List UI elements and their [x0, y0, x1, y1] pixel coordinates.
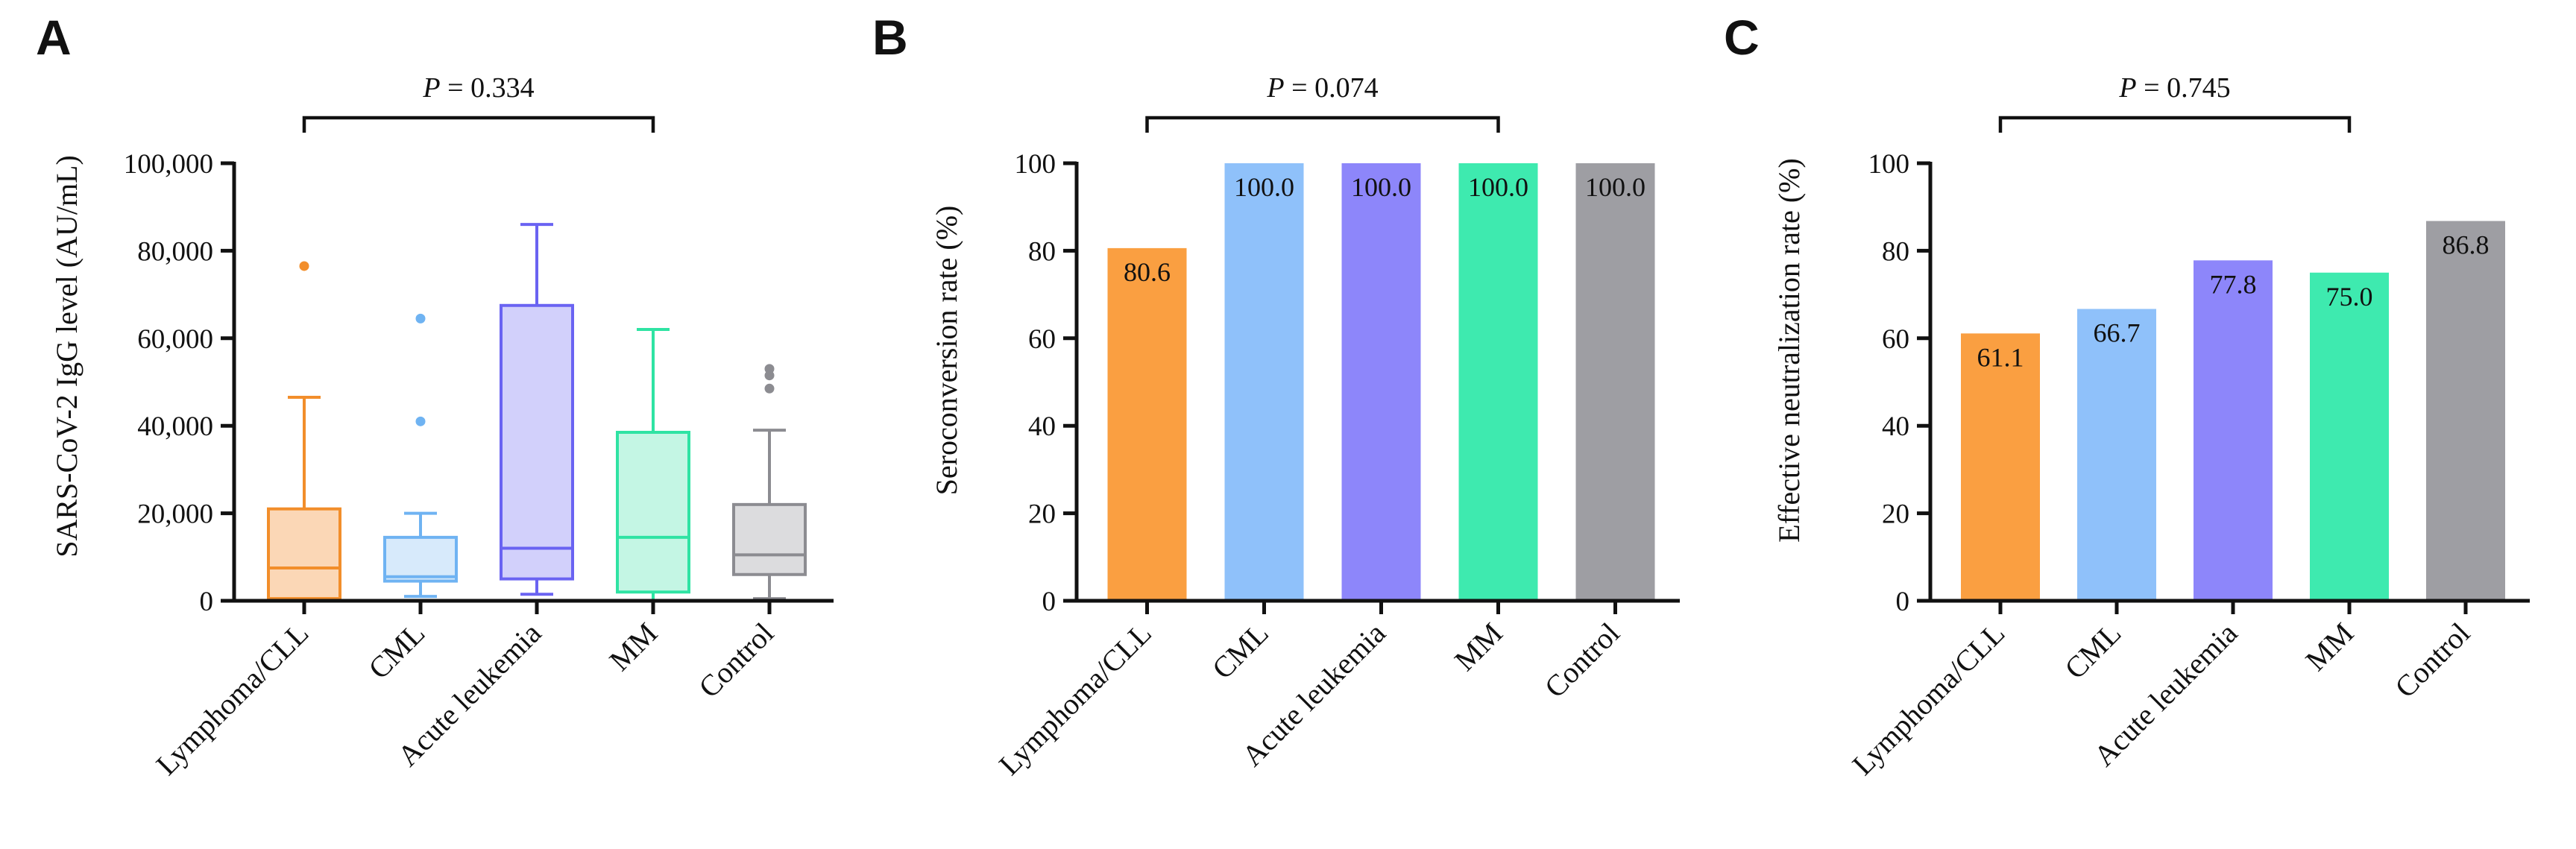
panel-letter-c: C	[1724, 10, 1760, 65]
y-tick-label: 60,000	[137, 324, 213, 355]
p-value-label: P = 0.745	[2118, 72, 2230, 104]
panel-letter-b: B	[872, 10, 908, 65]
y-tick-label: 80	[1028, 236, 1056, 267]
outlier-point-lymphoma-cll	[299, 261, 309, 271]
y-tick-label: 100	[1868, 149, 1910, 180]
y-tick-label: 40	[1028, 411, 1056, 442]
significance-bracket	[302, 116, 655, 133]
y-tick-label: 60	[1028, 324, 1056, 355]
box-control	[732, 502, 807, 576]
y-tick-label: 100	[1015, 149, 1056, 180]
data-label-control: 86.8	[2443, 230, 2490, 259]
bar-control	[2426, 221, 2505, 601]
data-label-lymphoma-cll: 80.6	[1124, 257, 1171, 287]
p-value: = 0.745	[2137, 72, 2231, 104]
panel-a-y-axis-title: SARS-CoV-2 IgG level (AU/mL)	[50, 155, 84, 558]
data-label-acute-leukemia: 77.8	[2210, 269, 2257, 299]
panel-letter-a: A	[36, 10, 72, 65]
p-value: = 0.334	[441, 72, 535, 104]
data-label-cml: 66.7	[2094, 318, 2141, 347]
outlier-point-control	[764, 364, 775, 374]
bar-cml	[2077, 309, 2156, 601]
y-tick-label: 20	[1028, 499, 1056, 530]
p-value: = 0.074	[1285, 72, 1379, 104]
p-symbol: P	[2118, 72, 2136, 104]
panel-b-y-axis-title: Seroconversion rate (%)	[930, 206, 963, 496]
y-tick-label: 100,000	[124, 149, 213, 180]
box-cml	[383, 535, 458, 583]
y-tick-label: 20,000	[137, 499, 213, 530]
y-tick-label: 0	[1896, 587, 1910, 617]
p-symbol: P	[1266, 72, 1284, 104]
data-label-control: 100.0	[1585, 172, 1646, 202]
bar-control	[1575, 163, 1655, 601]
data-label-lymphoma-cll: 61.1	[1977, 342, 2024, 372]
bar-acute-leukemia	[2194, 260, 2273, 601]
data-label-cml: 100.0	[1234, 172, 1294, 202]
bar-cml	[1224, 163, 1304, 601]
y-tick-label: 60	[1882, 324, 1909, 355]
bar-mm	[2310, 272, 2389, 601]
data-label-mm: 100.0	[1468, 172, 1528, 202]
y-tick-label: 0	[200, 587, 214, 617]
outlier-point-cml	[415, 313, 426, 323]
bar-lymphoma-cll	[1107, 247, 1187, 601]
y-tick-label: 20	[1882, 499, 1909, 530]
outlier-point-cml	[415, 416, 426, 426]
y-tick-label: 80,000	[137, 236, 213, 267]
bar-lymphoma-cll	[1961, 333, 2040, 601]
bar-acute-leukemia	[1341, 163, 1421, 601]
panel-c-y-axis-title: Effective neutralization rate (%)	[1772, 158, 1806, 543]
y-tick-label: 80	[1882, 236, 1909, 267]
outlier-point-control	[764, 383, 775, 394]
significance-bracket	[1998, 116, 2352, 133]
data-label-mm: 75.0	[2326, 282, 2373, 312]
box-mm	[616, 431, 690, 594]
box-lymphoma-cll	[267, 507, 341, 601]
y-tick-label: 0	[1042, 587, 1056, 617]
p-value-label: P = 0.334	[422, 72, 534, 104]
significance-bracket	[1145, 116, 1500, 133]
y-tick-label: 40,000	[137, 411, 213, 442]
box-acute-leukemia	[500, 303, 574, 581]
y-tick-label: 40	[1882, 411, 1909, 442]
p-value-label: P = 0.074	[1266, 72, 1378, 104]
p-symbol: P	[422, 72, 440, 104]
bar-mm	[1458, 163, 1538, 601]
data-label-acute-leukemia: 100.0	[1351, 172, 1411, 202]
